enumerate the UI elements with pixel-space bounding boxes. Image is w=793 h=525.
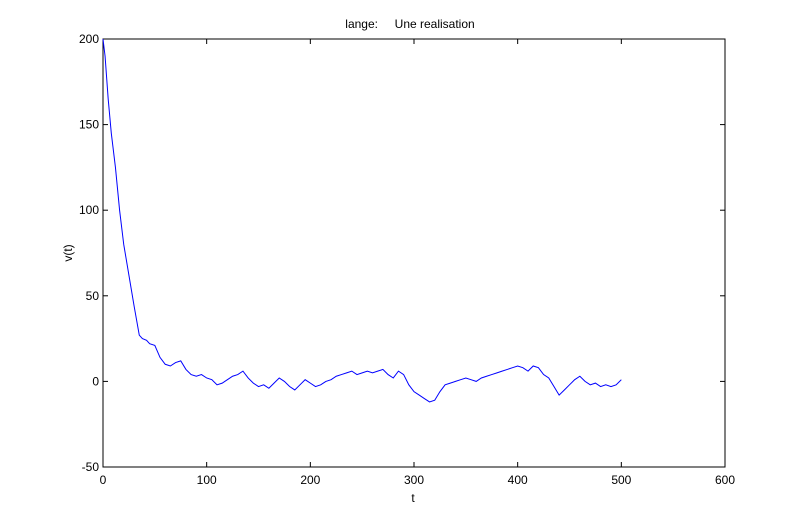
x-tick-label: 100 bbox=[197, 473, 217, 487]
x-axis-label: t bbox=[411, 491, 415, 505]
x-tick-label: 0 bbox=[100, 473, 107, 487]
x-tick-label: 200 bbox=[300, 473, 320, 487]
x-tick-label: 500 bbox=[611, 473, 631, 487]
series-line bbox=[102, 38, 622, 403]
y-tick-label: 50 bbox=[86, 289, 100, 303]
y-tick-label: 0 bbox=[92, 374, 99, 388]
y-axis-label: v(t) bbox=[61, 244, 75, 261]
x-tick-label: 600 bbox=[715, 473, 735, 487]
y-tick-label: 100 bbox=[79, 203, 99, 217]
x-tick-label: 400 bbox=[508, 473, 528, 487]
y-tick-label: 150 bbox=[79, 118, 99, 132]
y-tick-label: -50 bbox=[82, 460, 100, 474]
chart-title: lange: Une realisation bbox=[345, 17, 474, 31]
x-tick-label: 300 bbox=[404, 473, 424, 487]
y-tick-label: 200 bbox=[79, 32, 99, 46]
plot-area bbox=[102, 38, 726, 468]
